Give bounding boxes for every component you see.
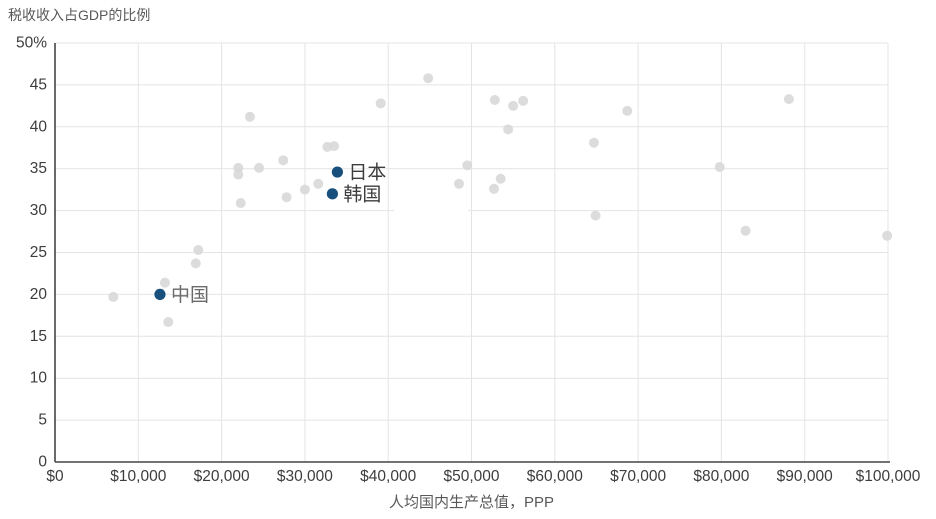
- data-point: [159, 277, 170, 288]
- data-point: [423, 73, 434, 84]
- erased-label-patch: [394, 195, 468, 217]
- data-point: [313, 178, 324, 189]
- y-tick-label: 25: [30, 244, 47, 261]
- data-point: [375, 98, 386, 109]
- data-point: [783, 94, 794, 105]
- highlighted-data-point: [154, 288, 166, 300]
- data-point: [108, 291, 119, 302]
- y-tick-label: 20: [30, 286, 48, 303]
- data-point: [488, 183, 499, 194]
- x-tick-label: $60,000: [527, 468, 583, 485]
- x-tick-label: $90,000: [777, 468, 833, 485]
- data-point: [163, 317, 174, 328]
- data-point: [281, 192, 292, 203]
- data-point: [329, 141, 340, 152]
- data-point: [622, 105, 633, 116]
- x-tick-label: $20,000: [194, 468, 250, 485]
- y-tick-label: 40: [30, 118, 48, 135]
- highlighted-data-point: [331, 166, 343, 178]
- x-tick-label: $0: [46, 468, 64, 485]
- data-point: [278, 155, 289, 166]
- data-point: [495, 173, 506, 184]
- data-point: [590, 210, 601, 221]
- data-point: [714, 162, 725, 173]
- data-point: [235, 198, 246, 209]
- data-point: [518, 95, 529, 106]
- data-point: [254, 162, 265, 173]
- x-axis-title: 人均国内生产总值，PPP: [388, 494, 554, 511]
- x-tick-label: $30,000: [277, 468, 333, 485]
- data-point: [299, 184, 310, 195]
- y-tick-label: 0: [38, 454, 47, 471]
- point-label: 中国: [171, 284, 209, 306]
- data-point: [489, 94, 500, 105]
- y-tick-label: 5: [38, 412, 47, 429]
- data-point: [244, 111, 255, 122]
- x-tick-label: $40,000: [360, 468, 416, 485]
- data-point: [740, 225, 751, 236]
- data-point: [462, 160, 473, 171]
- data-point: [508, 100, 519, 111]
- x-tick-label: $10,000: [110, 468, 166, 485]
- x-tick-label: $50,000: [443, 468, 499, 485]
- data-point: [503, 124, 514, 135]
- y-tick-label: 50%: [16, 35, 47, 52]
- data-point: [190, 258, 201, 269]
- x-tick-label: $100,000: [856, 468, 921, 485]
- point-label: 韩国: [343, 183, 381, 205]
- highlighted-data-point: [326, 188, 338, 200]
- y-tick-label: 45: [30, 76, 47, 93]
- x-tick-label: $70,000: [610, 468, 666, 485]
- data-point: [454, 178, 465, 189]
- y-tick-label: 30: [30, 202, 48, 219]
- data-point: [233, 169, 244, 180]
- y-tick-label: 10: [30, 370, 48, 387]
- chart-title: 税收收入占GDP的比例: [8, 7, 151, 23]
- y-tick-label: 35: [30, 160, 47, 177]
- data-point: [588, 137, 599, 148]
- x-tick-label: $80,000: [693, 468, 749, 485]
- data-point: [882, 230, 893, 241]
- y-tick-label: 15: [30, 328, 47, 345]
- data-point: [193, 244, 204, 255]
- point-label: 日本: [348, 162, 386, 184]
